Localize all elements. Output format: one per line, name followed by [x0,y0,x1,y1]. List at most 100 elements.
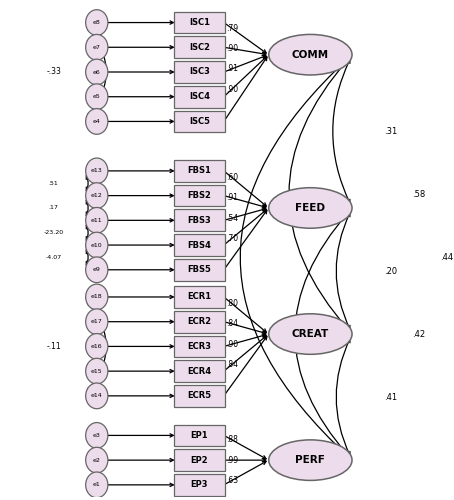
Ellipse shape [269,314,352,354]
Text: .70: .70 [226,234,238,243]
Text: e5: e5 [93,94,101,99]
FancyBboxPatch shape [174,61,225,83]
Text: e15: e15 [91,368,103,374]
FancyBboxPatch shape [174,450,225,471]
Circle shape [86,284,108,310]
Text: .80: .80 [226,299,238,308]
Text: .84: .84 [226,320,238,328]
Text: PERF: PERF [296,455,326,465]
Circle shape [86,358,108,384]
Text: FBS5: FBS5 [188,266,211,274]
Text: FBS3: FBS3 [188,216,211,225]
Text: .42: .42 [412,330,425,338]
Text: ECR1: ECR1 [187,292,212,302]
Text: e1: e1 [93,482,101,488]
Text: .90: .90 [226,44,238,53]
Text: e13: e13 [91,168,103,173]
Text: ISC5: ISC5 [189,117,210,126]
Ellipse shape [269,440,352,480]
Circle shape [86,84,108,110]
FancyBboxPatch shape [174,385,225,406]
Text: e3: e3 [93,433,101,438]
Text: .79: .79 [226,24,238,33]
Text: FBS1: FBS1 [188,166,211,175]
Circle shape [86,309,108,334]
Text: ISC1: ISC1 [189,18,210,27]
Text: COMM: COMM [292,50,329,59]
Text: .99: .99 [226,456,238,464]
Text: FBS4: FBS4 [188,240,211,250]
FancyBboxPatch shape [174,86,225,108]
Text: e10: e10 [91,242,103,248]
Text: .88: .88 [226,436,238,444]
Text: .20: .20 [384,266,397,276]
Text: ECR4: ECR4 [187,366,212,376]
Text: .31: .31 [384,127,398,136]
Text: -4.07: -4.07 [45,255,62,260]
Circle shape [86,59,108,85]
FancyBboxPatch shape [174,160,225,182]
Text: .90: .90 [226,340,238,348]
Text: e4: e4 [93,119,101,124]
Text: ECR2: ECR2 [187,317,212,326]
Circle shape [86,334,108,359]
Text: ECR5: ECR5 [187,392,212,400]
Text: .51: .51 [49,180,59,186]
FancyBboxPatch shape [174,234,225,256]
Circle shape [86,383,108,408]
Text: e12: e12 [91,193,103,198]
FancyBboxPatch shape [174,336,225,357]
Text: .17: .17 [49,206,59,210]
Text: EP1: EP1 [191,431,208,440]
Text: e8: e8 [93,20,101,25]
Text: ECR3: ECR3 [188,342,211,351]
Circle shape [86,472,108,498]
Text: EP3: EP3 [191,480,208,490]
FancyBboxPatch shape [174,311,225,332]
Text: CREAT: CREAT [292,329,329,339]
Text: .58: .58 [412,190,425,199]
Text: .90: .90 [226,84,238,94]
FancyBboxPatch shape [174,36,225,58]
Text: .41: .41 [384,392,397,402]
Text: EP2: EP2 [191,456,208,464]
Ellipse shape [269,34,352,75]
Text: e2: e2 [93,458,101,462]
Text: ISC4: ISC4 [189,92,210,101]
Text: e18: e18 [91,294,103,300]
Text: .91: .91 [226,194,238,202]
Circle shape [86,158,108,184]
Ellipse shape [269,188,352,228]
Text: e6: e6 [93,70,101,74]
Text: FBS2: FBS2 [188,191,211,200]
Circle shape [86,257,108,282]
Text: e17: e17 [91,319,103,324]
Text: .54: .54 [226,214,238,222]
FancyBboxPatch shape [174,424,225,446]
Text: .63: .63 [226,476,238,485]
Circle shape [86,448,108,473]
Text: FEED: FEED [296,203,326,213]
Text: ISC2: ISC2 [189,43,210,52]
Text: -23.20: -23.20 [44,230,64,235]
FancyBboxPatch shape [174,259,225,280]
FancyBboxPatch shape [174,474,225,496]
Text: e11: e11 [91,218,103,223]
Text: -.33: -.33 [46,68,61,76]
FancyBboxPatch shape [174,110,225,132]
Circle shape [86,34,108,60]
Text: e16: e16 [91,344,103,349]
Text: .60: .60 [226,173,238,182]
Text: e9: e9 [93,268,101,272]
Text: -.11: -.11 [46,342,61,351]
FancyBboxPatch shape [174,286,225,308]
FancyBboxPatch shape [174,360,225,382]
FancyBboxPatch shape [174,210,225,231]
Text: ISC3: ISC3 [189,68,210,76]
Circle shape [86,232,108,258]
Text: .91: .91 [226,64,238,74]
Circle shape [86,183,108,208]
Circle shape [86,108,108,134]
Circle shape [86,422,108,448]
Text: e7: e7 [93,45,101,50]
